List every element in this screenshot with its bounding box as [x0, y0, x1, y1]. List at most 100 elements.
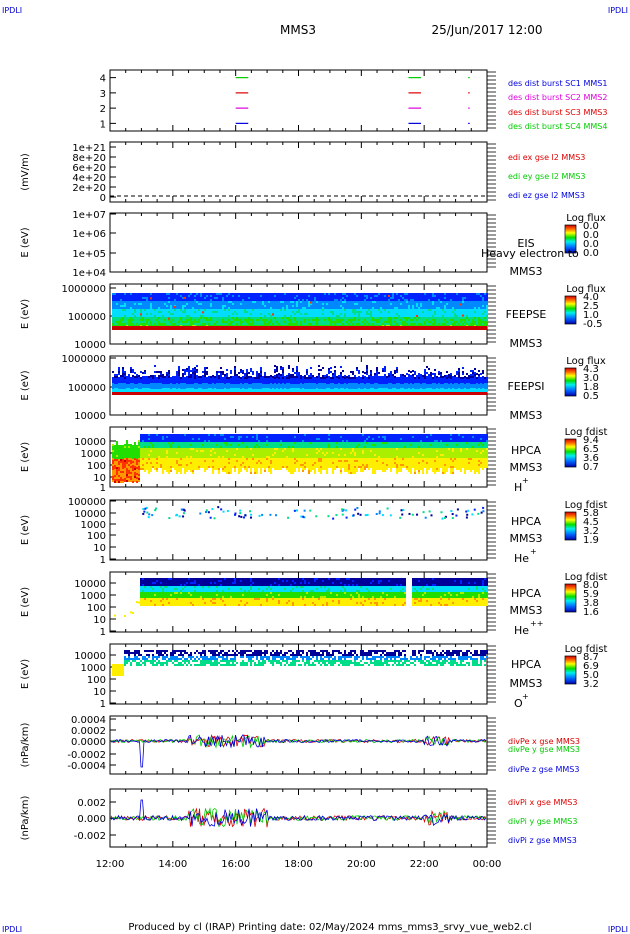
spectrogram-cell	[412, 309, 414, 311]
spectrogram-cell	[360, 383, 362, 385]
spectrogram-cell	[368, 313, 370, 315]
spectrogram-cell	[218, 297, 220, 299]
spectrogram-cell	[470, 307, 472, 309]
spectrogram-cell	[274, 295, 276, 297]
spectrogram-cell	[478, 303, 480, 305]
spectrogram-cell	[334, 295, 336, 297]
spectrogram-cell	[432, 315, 434, 317]
spectrogram-cell	[304, 295, 306, 297]
spectrogram-cell	[194, 309, 196, 311]
spectrogram-cell	[300, 385, 302, 387]
spectrogram-cell	[352, 309, 354, 311]
spectrogram-cell	[310, 321, 312, 323]
spectrogram-cell	[176, 377, 178, 379]
spectrogram-cell	[310, 367, 312, 369]
spectrogram-cell	[222, 323, 224, 325]
spectrogram-cell	[410, 307, 412, 309]
spectrogram-cell	[318, 321, 320, 323]
y-axis-label: E (eV)	[20, 299, 31, 329]
spectrogram-cell	[364, 317, 366, 319]
spectrogram-cell	[430, 321, 432, 323]
spectrogram-cell	[444, 301, 446, 303]
spectrogram-cell	[268, 313, 270, 315]
spectrogram-cell	[380, 303, 382, 305]
spectrogram-cell	[136, 317, 138, 319]
spectrogram-cell	[358, 297, 360, 299]
spectrogram-cell	[112, 371, 114, 373]
spectrogram-cell	[470, 321, 472, 323]
spectrogram-cell	[292, 321, 294, 323]
spectrogram-cell	[252, 309, 254, 311]
spectrogram-cell	[164, 303, 166, 305]
spectrogram-cell	[114, 384, 116, 386]
spectrogram-cell	[454, 319, 456, 321]
spectrogram-cell	[364, 388, 366, 390]
spectrogram-cell	[122, 379, 124, 381]
spectrogram-cell	[240, 299, 242, 301]
spectrogram-cell	[376, 301, 378, 303]
spectrogram-cell	[426, 313, 428, 315]
spectrogram-cell	[418, 315, 420, 317]
spectrogram-cell	[176, 319, 178, 321]
spectrogram-cell	[366, 311, 368, 313]
spectrogram-cell	[276, 319, 278, 321]
spectrogram-cell	[384, 317, 386, 319]
spectrogram-cell	[166, 307, 168, 309]
spectrogram-cell	[438, 311, 440, 313]
spectrogram-cell	[310, 383, 312, 385]
spectrogram-cell	[406, 299, 408, 301]
spectrogram-cell	[168, 301, 170, 303]
spectrogram-cell	[170, 323, 172, 325]
spectrogram-cell	[240, 321, 242, 323]
spectrogram-cell	[170, 295, 172, 297]
spectrogram-cell	[170, 321, 172, 323]
spectrogram-cell	[296, 307, 298, 309]
spectrogram-cell	[450, 309, 452, 311]
spectrogram-cell	[474, 303, 476, 305]
spectrogram-cell	[466, 311, 468, 313]
spectrogram-cell	[410, 315, 412, 317]
spectrogram-cell	[348, 299, 350, 301]
spectrogram-cell	[222, 303, 224, 305]
spectrogram-cell	[398, 299, 400, 301]
spectrogram-cell	[416, 303, 418, 305]
spectrogram-cell	[120, 305, 122, 307]
spectrogram-cell	[218, 313, 220, 315]
spectrogram-cell	[388, 383, 390, 385]
spectrogram-cell	[200, 301, 202, 303]
spectrogram-cell	[160, 299, 162, 301]
spectrogram-cell	[170, 317, 172, 319]
spectrogram-cell	[290, 386, 292, 388]
spectrogram-cell	[442, 315, 444, 317]
spectrogram-cell	[176, 315, 178, 317]
spectrogram-cell	[240, 311, 242, 313]
overlay-text: Heavy electron to	[481, 247, 579, 260]
spectrogram-cell	[218, 375, 220, 377]
spectrogram-cell	[152, 375, 154, 377]
spectrogram-cell	[288, 373, 290, 375]
spectrogram-cell	[344, 385, 346, 387]
spectrogram-cell	[194, 305, 196, 307]
spectrogram-cell	[358, 303, 360, 305]
spectrogram-cell	[346, 384, 348, 386]
spectrogram-cell	[342, 384, 344, 386]
spectrogram-cell	[318, 303, 320, 305]
spectrogram-cell	[176, 373, 178, 375]
spectrogram-cell	[222, 319, 224, 321]
spectrogram-cell	[366, 295, 368, 297]
spectrogram-cell	[418, 297, 420, 299]
spectrogram-cell	[206, 297, 208, 299]
spectrogram-cell	[226, 383, 228, 385]
spectrogram-cell	[208, 301, 210, 303]
spectrogram-cell	[414, 293, 416, 295]
spectrogram-cell	[404, 311, 406, 313]
spectrogram-cell	[234, 384, 236, 386]
spectrogram-cell	[338, 321, 340, 323]
spectrogram-cell	[236, 315, 238, 317]
spectrogram-cell	[202, 317, 204, 319]
spectrogram-cell	[422, 321, 424, 323]
spectrogram-cell	[404, 315, 406, 317]
spectrogram-cell	[222, 387, 224, 389]
spectrogram-cell	[322, 315, 324, 317]
spectrogram-cell	[420, 311, 422, 313]
